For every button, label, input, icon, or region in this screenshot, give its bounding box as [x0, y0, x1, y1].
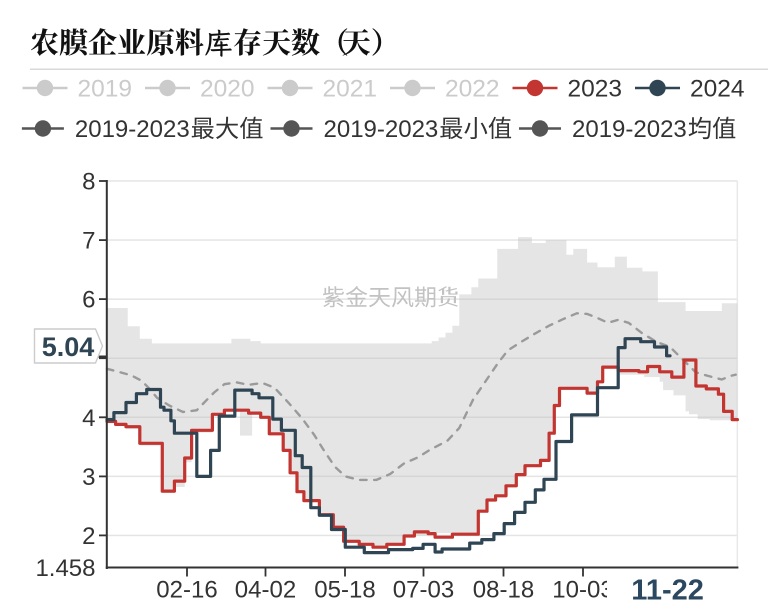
svg-text:2020: 2020	[200, 76, 255, 103]
svg-text:2: 2	[82, 523, 95, 550]
svg-text:1.458: 1.458	[35, 555, 95, 582]
svg-text:05-18: 05-18	[314, 577, 375, 604]
svg-text:2021: 2021	[323, 76, 378, 103]
svg-text:07-03: 07-03	[393, 577, 454, 604]
svg-text:8: 8	[82, 169, 95, 196]
svg-text:2022: 2022	[445, 76, 500, 103]
svg-text:10-03: 10-03	[552, 577, 613, 604]
svg-text:02-16: 02-16	[156, 577, 217, 604]
svg-text:08-18: 08-18	[473, 577, 534, 604]
svg-text:2019: 2019	[78, 76, 133, 103]
svg-text:7: 7	[82, 228, 95, 255]
svg-text:2024: 2024	[690, 76, 745, 103]
svg-text:2023: 2023	[568, 76, 623, 103]
svg-text:3: 3	[82, 464, 95, 491]
svg-text:2019-2023: 2019-2023	[75, 116, 190, 143]
svg-text:5.04: 5.04	[42, 332, 95, 362]
svg-text:2019-2023: 2019-2023	[324, 116, 439, 143]
svg-text:6: 6	[82, 287, 95, 314]
svg-text:04-02: 04-02	[235, 577, 296, 604]
svg-text:11-22: 11-22	[631, 575, 704, 607]
svg-text:4: 4	[82, 405, 95, 432]
svg-text:2019-2023: 2019-2023	[572, 116, 687, 143]
